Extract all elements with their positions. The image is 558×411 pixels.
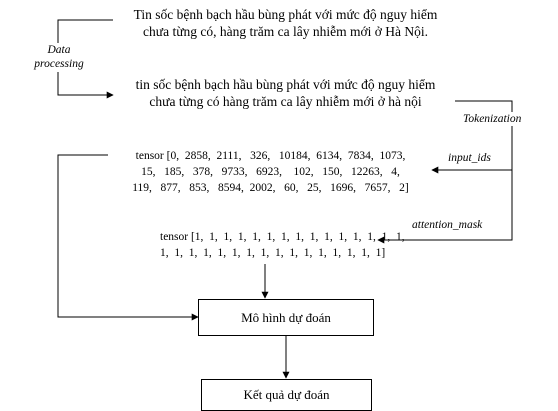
attention-mask-tensor: tensor [1, 1, 1, 1, 1, 1, 1, 1, 1, 1, 1,… xyxy=(160,229,405,261)
attention-mask-tensor-line: tensor [1, 1, 1, 1, 1, 1, 1, 1, 1, 1, 1,… xyxy=(160,231,405,243)
processed-text-line: tin sốc bệnh bạch hầu bùng phát với mức … xyxy=(135,77,436,92)
data-processing-label: Data processing xyxy=(26,43,92,72)
data-processing-label-line: processing xyxy=(34,58,84,71)
input-text-line: Tin sốc bệnh bạch hầu bùng phát với mức … xyxy=(133,7,438,22)
data-processing-label-line: Data xyxy=(47,44,71,56)
input-text-line: chưa từng có, hàng trăm ca lây nhiễm mới… xyxy=(143,23,428,39)
model-box-label: Mô hình dự đoán xyxy=(241,309,331,325)
arrow-input-ids-to-model xyxy=(57,154,199,321)
input-ids-tensor-line: tensor [0, 2858, 2111, 326, 10184, 6134,… xyxy=(135,150,406,162)
input-text: Tin sốc bệnh bạch hầu bùng phát với mức … xyxy=(113,7,458,41)
input-ids-tensor-line: 119, 877, 853, 8594, 2002, 60, 25, 1696,… xyxy=(132,182,409,194)
attention-mask-tensor-line: 1, 1, 1, 1, 1, 1, 1, 1, 1, 1, 1, 1, 1, 1… xyxy=(160,247,386,259)
tokenization-label: Tokenization xyxy=(463,112,522,127)
input-ids-label: input_ids xyxy=(448,152,491,164)
result-box-label: Kết quả dự đoán xyxy=(243,387,330,402)
model-box: Mô hình dự đoán xyxy=(198,299,374,336)
attention-mask-label: attention_mask xyxy=(412,219,483,231)
processed-text-line: chưa từng có hàng trăm ca lây nhiễm mới … xyxy=(149,93,422,109)
result-box: Kết quả dự đoán xyxy=(201,379,372,411)
input-ids-tensor: tensor [0, 2858, 2111, 326, 10184, 6134,… xyxy=(108,148,433,196)
processed-text: tin sốc bệnh bạch hầu bùng phát với mức … xyxy=(113,77,458,111)
input-ids-tensor-line: 15, 185, 378, 9733, 6923, 102, 150, 1226… xyxy=(141,166,400,178)
